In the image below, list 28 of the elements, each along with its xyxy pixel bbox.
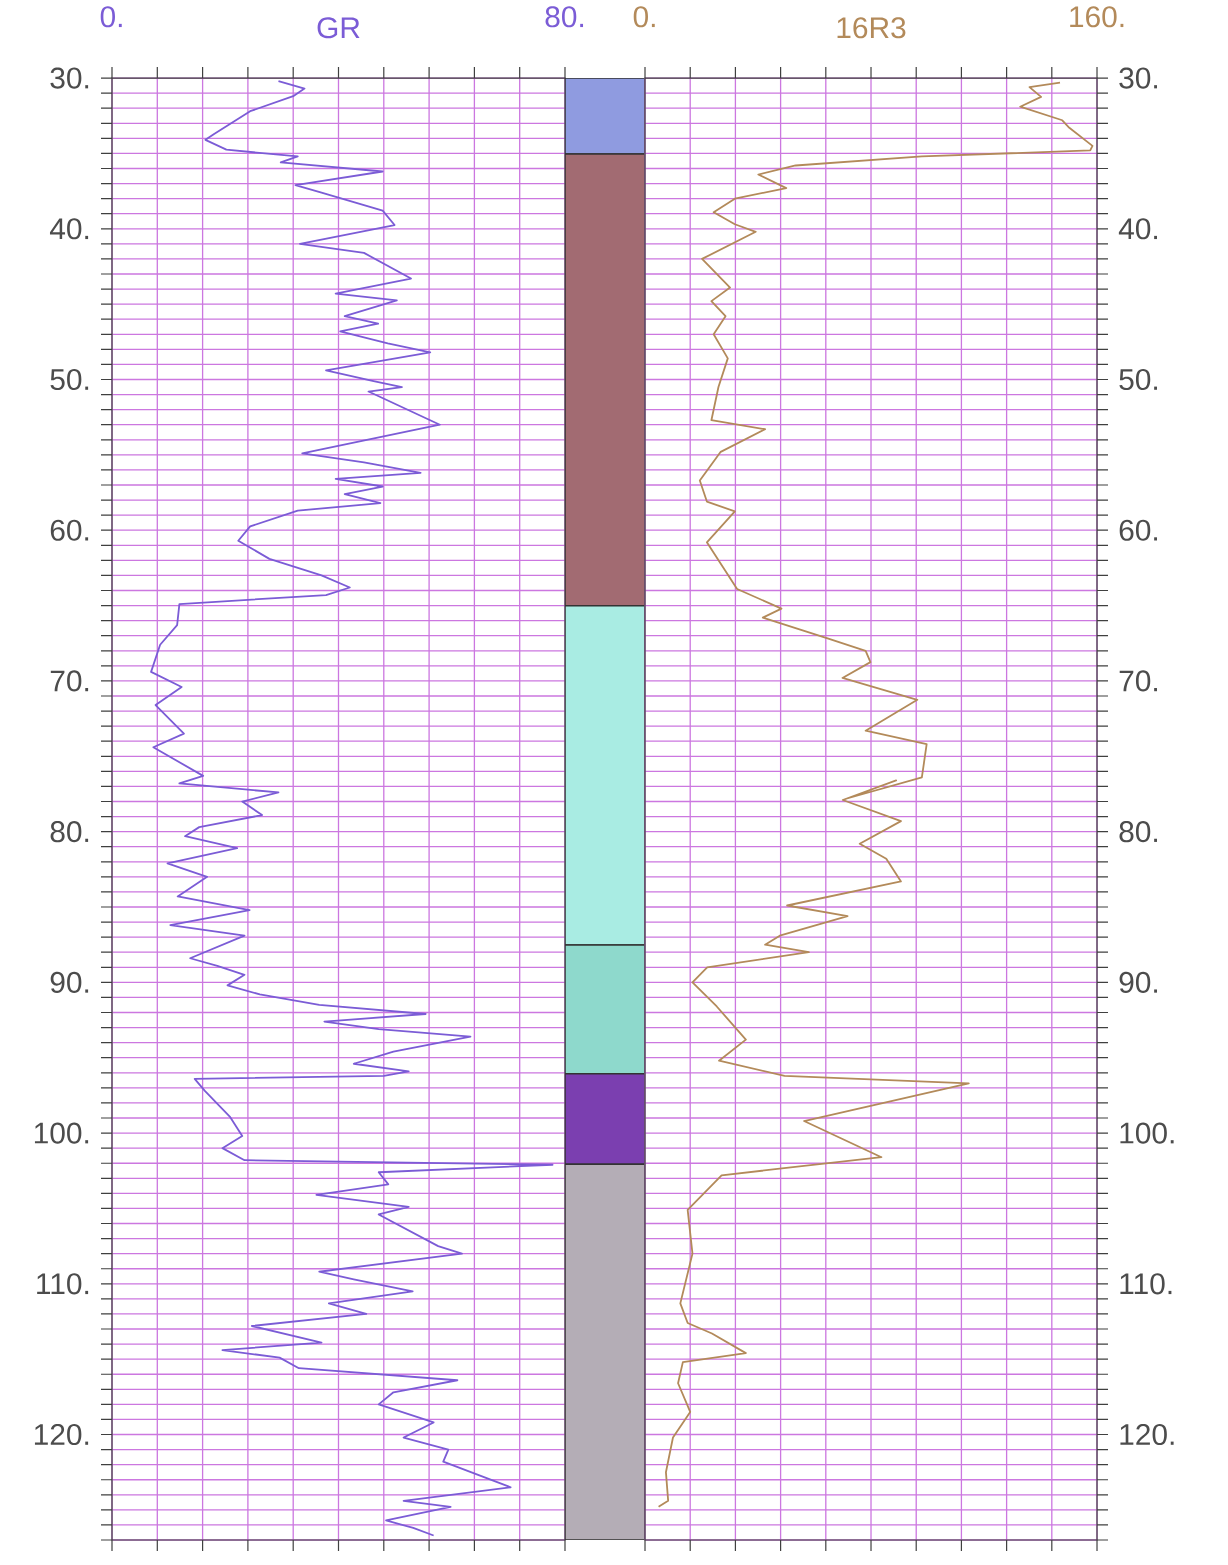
y-tick-label: 40.: [1118, 218, 1157, 240]
line-series: [657, 81, 1094, 1508]
y-tick-label: 40.: [49, 218, 89, 240]
x-axis-title: GR: [317, 17, 360, 39]
y-tick-label: 100.: [34, 1122, 89, 1144]
x-tick-label: 160.: [1070, 6, 1124, 28]
x-tick-label: 80.: [545, 6, 584, 28]
y-tick-label: 110.: [37, 1273, 89, 1295]
y-tick-label: 120.: [1120, 1423, 1174, 1446]
y-tick-label: 100.: [1120, 1122, 1174, 1144]
y-tick-label: 50.: [50, 368, 89, 391]
y-tick-label: 30.: [1119, 67, 1157, 89]
y-tick-label: 110.: [1120, 1273, 1172, 1295]
y-tick-label: 120.: [34, 1423, 89, 1446]
x-axis-title: 16R3: [837, 17, 906, 39]
y-tick-label: 30.: [50, 67, 89, 89]
y-tick-label: 80.: [50, 821, 89, 843]
line-series: [150, 80, 554, 1537]
y-tick-label: 50.: [1119, 368, 1157, 391]
y-tick-label: 90.: [1119, 971, 1157, 993]
y-tick-label: 80.: [1119, 821, 1157, 843]
y-tick-label: 60.: [1119, 519, 1157, 541]
y-tick-label: 70.: [50, 670, 89, 692]
y-tick-label: 60.: [50, 519, 89, 541]
y-tick-label: 70.: [1119, 670, 1157, 692]
x-tick-label: 0.: [100, 6, 122, 28]
y-tick-label: 90.: [50, 971, 89, 993]
x-tick-label: 0.: [633, 6, 655, 28]
